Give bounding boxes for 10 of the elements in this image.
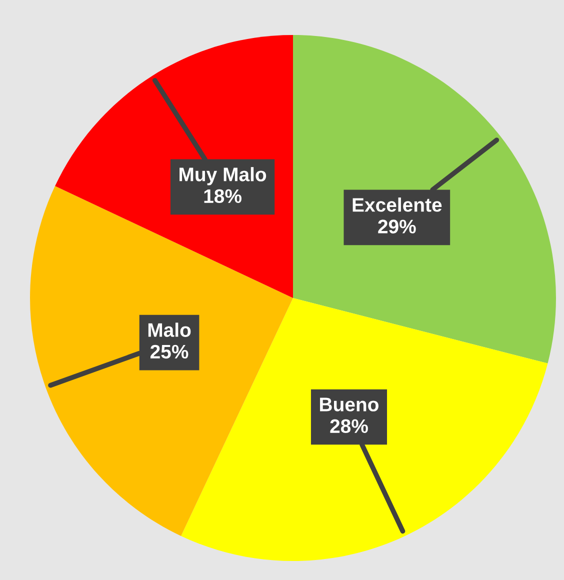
- slice-label: Bueno: [320, 398, 378, 412]
- slice-label: Excelente: [352, 198, 442, 212]
- data-label: 28%: [330, 419, 368, 434]
- data-label: 29%: [378, 220, 416, 234]
- slice-label: Malo: [148, 322, 191, 337]
- pie-slice: [293, 35, 556, 364]
- slice-label: Muy Malo: [180, 167, 266, 186]
- data-label: 18%: [204, 189, 242, 204]
- pie-slice: [30, 186, 293, 536]
- data-label: 25%: [150, 344, 188, 359]
